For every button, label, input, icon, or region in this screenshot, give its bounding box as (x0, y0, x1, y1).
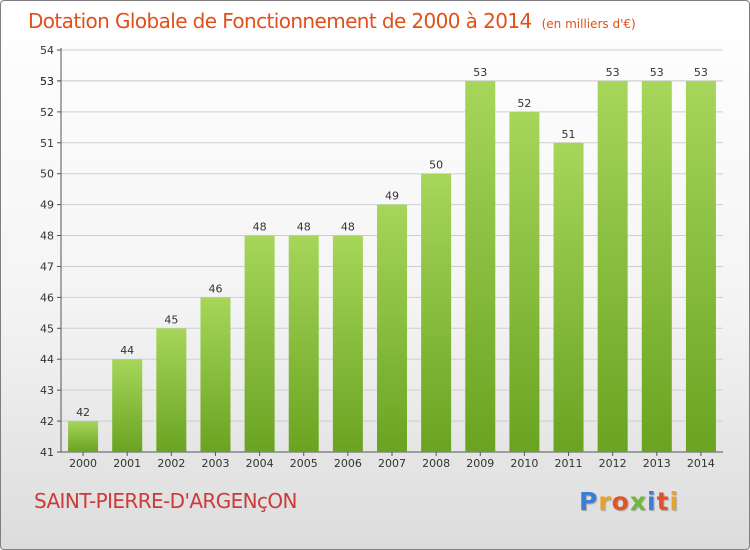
y-tick-label: 50 (40, 168, 54, 181)
data-label-2009: 53 (473, 66, 487, 79)
logo-letter: t (656, 487, 670, 516)
data-label-2002: 45 (164, 313, 178, 326)
x-tick-label-2008: 2008 (422, 457, 450, 470)
y-tick-label: 53 (40, 75, 54, 88)
x-tick-label-2014: 2014 (687, 457, 715, 470)
bar-2010[interactable] (509, 111, 540, 452)
y-tick-label: 52 (40, 106, 54, 119)
x-tick-label-2009: 2009 (466, 457, 494, 470)
x-tick-label-2000: 2000 (69, 457, 97, 470)
data-label-2006: 48 (341, 221, 355, 234)
data-label-2014: 53 (694, 66, 708, 79)
y-tick-label: 47 (40, 260, 54, 273)
bar-2006[interactable] (332, 235, 363, 452)
logo-letter: o (611, 487, 630, 516)
data-label-2011: 51 (562, 128, 576, 141)
logo-letter: x (629, 487, 647, 516)
bar-2013[interactable] (641, 80, 672, 452)
chart-title-text: Dotation Globale de Fonctionnement de 20… (28, 9, 532, 33)
bar-2003[interactable] (200, 297, 231, 452)
data-label-2000: 42 (76, 406, 90, 419)
x-tick-label-2012: 2012 (599, 457, 627, 470)
bar-2002[interactable] (156, 328, 187, 452)
data-label-2010: 52 (517, 97, 531, 110)
data-label-2008: 50 (429, 159, 443, 172)
bar-2008[interactable] (421, 173, 452, 452)
bar-2014[interactable] (685, 80, 716, 452)
bar-2012[interactable] (597, 80, 628, 452)
logo-letter: r (598, 487, 612, 516)
y-tick-label: 53 (40, 75, 54, 88)
x-tick-label-2004: 2004 (246, 457, 274, 470)
x-tick-label-2007: 2007 (378, 457, 406, 470)
data-label-2003: 46 (208, 282, 222, 295)
y-tick-label: 45 (40, 322, 54, 335)
data-label-2001: 44 (120, 344, 134, 357)
bar-2000[interactable] (68, 421, 99, 452)
y-tick-label: 41 (40, 446, 54, 459)
data-label-2004: 48 (253, 221, 267, 234)
chart-unit: (en milliers d'€) (541, 17, 636, 31)
x-tick-label-2001: 2001 (113, 457, 141, 470)
x-tick-label-2011: 2011 (555, 457, 583, 470)
x-tick-label-2010: 2010 (510, 457, 538, 470)
x-tick-labels: 2000 2001 2002 2003 2004 2005 2006 2007 2008 2009… (69, 457, 715, 470)
y-tick-label: 48 (40, 230, 54, 243)
proxiti-logo[interactable]: Proxiti (579, 487, 679, 516)
x-tick-label-2005: 2005 (290, 457, 318, 470)
bar-2011[interactable] (553, 142, 584, 452)
logo-letter: i (669, 487, 680, 516)
chart-title: Dotation Globale de Fonctionnement de 20… (28, 9, 636, 33)
x-tick-label-2013: 2013 (643, 457, 671, 470)
bar-2001[interactable] (112, 359, 143, 452)
y-tick-label: 42 (40, 415, 54, 428)
y-tick-label: 49 (40, 199, 54, 212)
bar-2004[interactable] (244, 235, 275, 452)
x-tick-label-2006: 2006 (334, 457, 362, 470)
x-tick-label-2003: 2003 (201, 457, 229, 470)
bars (68, 80, 716, 452)
commune-name: SAINT-PIERRE-D'ARGENçON (34, 489, 298, 513)
y-tick-label: 43 (40, 384, 54, 397)
bar-2005[interactable] (288, 235, 319, 452)
data-label-2005: 48 (297, 221, 311, 234)
bar-2009[interactable] (465, 80, 496, 452)
data-label-2013: 53 (650, 66, 664, 79)
data-label-2012: 53 (606, 66, 620, 79)
data-label-2007: 49 (385, 190, 399, 203)
y-tick-label: 46 (40, 291, 54, 304)
bar-2007[interactable] (377, 204, 407, 452)
logo-letter: i (647, 487, 657, 516)
logo-letter: P (579, 487, 599, 516)
x-tick-label-2002: 2002 (157, 457, 185, 470)
y-tick-label: 54 (40, 44, 54, 57)
y-tick-label: 51 (40, 137, 54, 150)
y-tick-label: 44 (40, 353, 54, 366)
data-labels: 42 44 45 46 48 48 48 49 50 53 52 51 53 53 53 (76, 66, 708, 419)
